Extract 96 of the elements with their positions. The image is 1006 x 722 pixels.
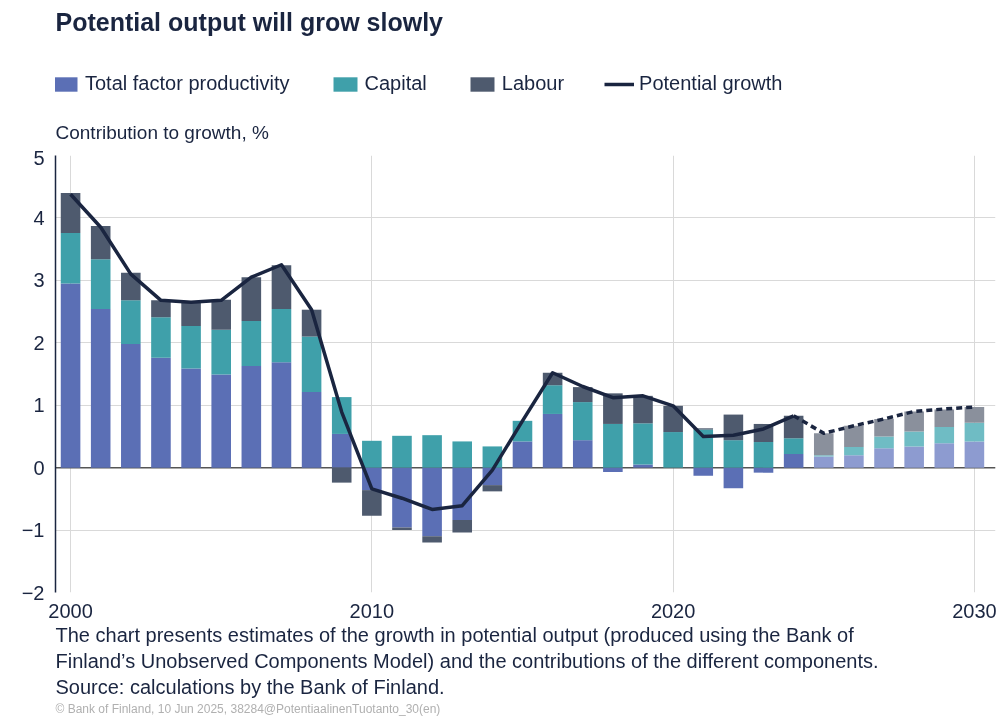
bar <box>663 405 683 433</box>
bar <box>301 336 322 393</box>
y-tick-label: 1 <box>33 394 45 417</box>
bar <box>151 317 171 358</box>
bar <box>633 464 653 468</box>
bar <box>121 272 141 301</box>
bar <box>964 441 985 468</box>
bar <box>904 431 924 447</box>
y-axis-title: Contribution to growth, % <box>55 121 269 143</box>
x-tick-label: 2020 <box>650 599 696 622</box>
text: © Bank of Finland, 10 Jun 2025, 38284@PotentiaalinenTuotanto_30(en) <box>55 701 441 716</box>
bar <box>964 407 985 423</box>
legend-label: Labour <box>501 72 565 95</box>
bar <box>964 422 985 442</box>
bar <box>271 309 292 363</box>
bar <box>60 283 81 468</box>
bar <box>90 259 111 310</box>
bar <box>934 409 955 428</box>
bar <box>392 467 412 528</box>
bar <box>542 413 563 468</box>
bar <box>874 418 894 437</box>
bar <box>362 490 382 516</box>
bar <box>753 467 774 473</box>
legend-label: Potential growth <box>639 72 783 95</box>
bar <box>151 300 171 318</box>
bar <box>934 427 955 444</box>
bar <box>663 432 683 468</box>
bar <box>693 429 714 468</box>
bar <box>271 362 292 468</box>
bar <box>512 441 533 468</box>
source-note: Source: calculations by the Bank of Finland. <box>55 675 445 698</box>
bar <box>904 446 924 468</box>
bar <box>422 536 442 543</box>
bar <box>452 467 473 521</box>
bar <box>331 433 352 468</box>
bar <box>783 453 804 468</box>
bar <box>542 385 563 414</box>
y-tick-label: −1 <box>21 519 45 542</box>
y-tick-label: 2 <box>33 331 45 354</box>
bar <box>422 467 442 537</box>
bar <box>452 441 473 468</box>
bar <box>181 302 201 326</box>
bar <box>121 344 141 468</box>
bar <box>60 232 81 284</box>
bar <box>693 467 714 476</box>
bar <box>904 411 924 432</box>
bar <box>874 448 894 468</box>
bar <box>633 395 653 424</box>
x-tick-label: 2010 <box>349 599 395 622</box>
y-tick-label: −2 <box>21 581 45 604</box>
bar <box>603 423 623 468</box>
text: Finland’s Unobserved Components Model) and the contributions of the different components. <box>55 649 879 672</box>
bar <box>452 520 473 533</box>
x-tick-label: 2030 <box>952 599 997 622</box>
bar <box>211 329 231 375</box>
bar <box>60 192 81 233</box>
bar <box>753 442 774 468</box>
bar <box>934 443 955 468</box>
text: The chart presents estimates of the growth in potential output (produced using the Bank of <box>55 623 855 646</box>
chart-title: Potential output will grow slowly <box>55 7 444 36</box>
bar <box>572 440 593 468</box>
bar <box>90 309 111 468</box>
bar <box>301 392 322 468</box>
legend-label: Total factor productivity <box>85 72 290 95</box>
bar <box>874 436 894 449</box>
legend-label: Capital <box>364 72 427 95</box>
bar <box>723 440 744 468</box>
bar <box>121 300 141 345</box>
bar <box>241 277 262 321</box>
bar <box>241 320 262 366</box>
y-tick-label: 4 <box>33 206 45 229</box>
bar <box>211 374 231 468</box>
y-tick-label: 3 <box>33 269 45 292</box>
bar <box>844 425 864 448</box>
x-tick-label: 2000 <box>48 599 93 622</box>
bar <box>422 435 442 468</box>
bar <box>392 435 412 468</box>
bar <box>331 467 352 483</box>
bar <box>211 299 231 330</box>
bar <box>783 438 804 454</box>
bar <box>181 325 201 369</box>
bar <box>723 467 744 489</box>
y-tick-label: 0 <box>33 456 45 479</box>
bar <box>844 455 864 468</box>
bar <box>241 365 262 468</box>
bar <box>813 433 834 456</box>
bar <box>844 447 864 456</box>
bar <box>603 467 623 473</box>
bar <box>633 423 653 465</box>
bar <box>482 485 503 492</box>
y-tick-label: 5 <box>33 146 45 169</box>
bar <box>813 456 834 468</box>
bar <box>151 357 171 468</box>
bar <box>572 402 593 441</box>
bar <box>181 368 201 468</box>
bar <box>362 440 382 468</box>
